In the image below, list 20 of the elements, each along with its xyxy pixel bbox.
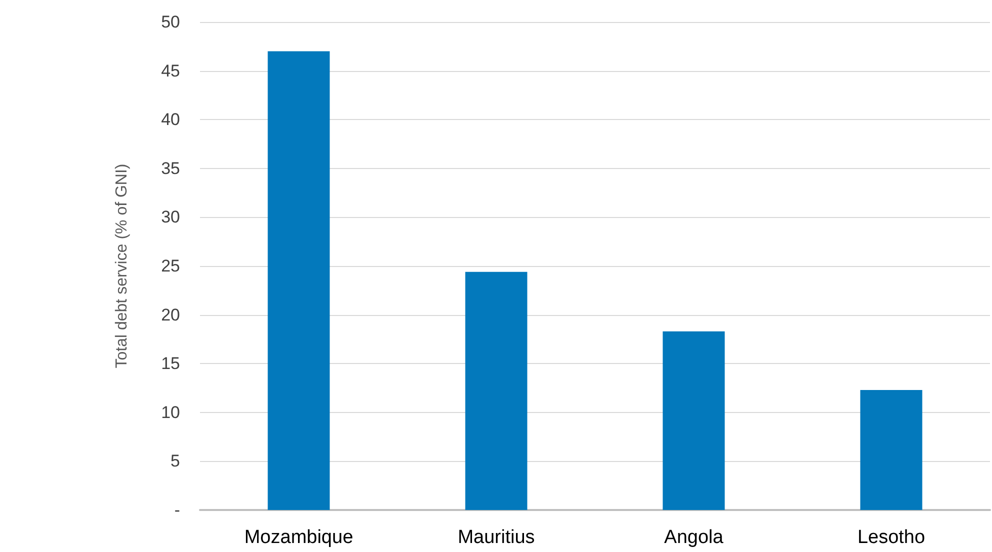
y-tick-label: 35: [161, 158, 180, 178]
x-tick-label: Mauritius: [458, 527, 535, 548]
y-tick-label: 20: [161, 305, 180, 324]
y-tick-label: -: [174, 500, 180, 520]
y-tick-label: 40: [161, 110, 180, 130]
y-tick-label: 50: [161, 12, 180, 32]
y-axis-title: Total debt service (% of GNI): [114, 164, 130, 368]
x-tick-label: Lesotho: [857, 527, 926, 548]
x-tick-label: Angola: [664, 527, 724, 548]
bar: [465, 272, 528, 510]
x-tick-label: Mozambique: [244, 527, 354, 548]
bar: [268, 51, 330, 510]
y-tick-label: 45: [161, 61, 180, 80]
y-tick-label: 5: [170, 452, 180, 471]
bar: [860, 390, 922, 510]
y-tick-label: 30: [161, 208, 180, 227]
y-tick-label: 10: [161, 402, 180, 422]
bar: [662, 331, 725, 510]
y-tick-label: 15: [161, 354, 180, 374]
y-tick-label: 25: [161, 256, 180, 276]
